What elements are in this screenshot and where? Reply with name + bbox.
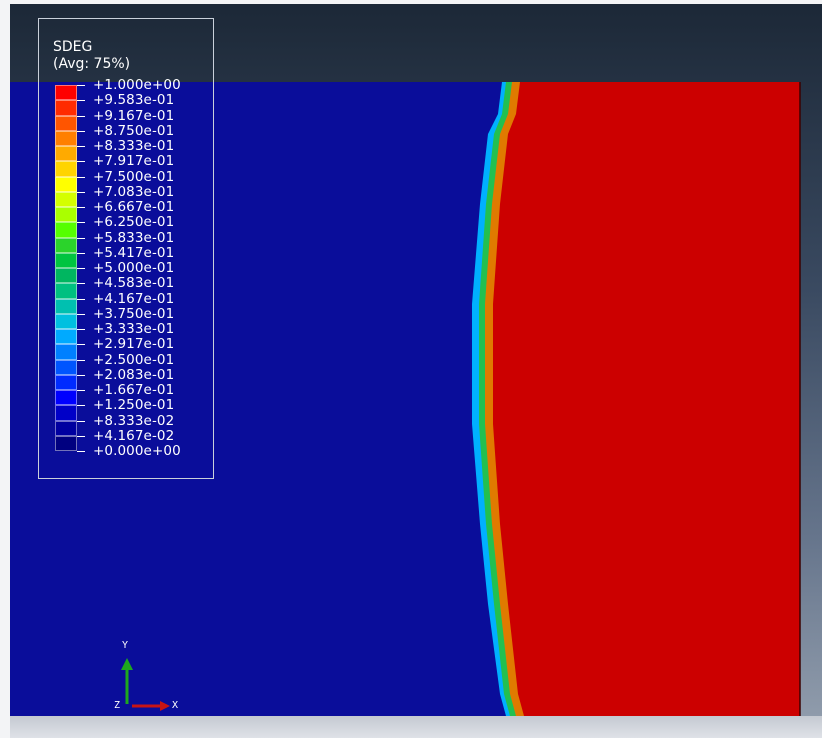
legend-swatch: [55, 283, 77, 299]
legend-swatch: [55, 130, 77, 146]
legend-tick: [77, 390, 85, 391]
legend-tick: [77, 146, 85, 147]
legend-value-label: +2.917e-01: [93, 336, 175, 353]
legend-tick: [77, 130, 85, 132]
legend-value-label: +1.250e-01: [93, 397, 175, 414]
legend-tick: [77, 374, 85, 376]
legend-value-label: +9.583e-01: [93, 92, 175, 109]
legend-swatch: [55, 115, 77, 131]
legend-value-label: +1.000e+00: [93, 77, 181, 93]
legend-swatch: [55, 222, 77, 238]
legend-value-label: +4.583e-01: [93, 275, 175, 292]
legend-tick: [77, 268, 85, 269]
legend-value-label: +5.000e-01: [93, 260, 175, 276]
legend-swatch: [55, 405, 77, 421]
legend-tick: [77, 207, 85, 208]
legend-tick: [77, 313, 85, 315]
legend-value-label: +8.333e-02: [93, 412, 175, 429]
legend-value-label: +7.500e-01: [93, 168, 175, 185]
legend-swatch: [55, 146, 77, 162]
legend-tick: [77, 451, 85, 452]
legend-tick: [77, 222, 85, 224]
legend-swatch: [55, 207, 77, 223]
triad-z-label: Z: [114, 700, 121, 711]
legend-value-label: +7.083e-01: [93, 183, 175, 200]
legend-value-label: +6.250e-01: [93, 214, 175, 231]
triad-y-arrowhead: [121, 658, 133, 670]
legend-swatch: [55, 237, 77, 253]
legend-tick: [77, 344, 85, 346]
legend-tick: [77, 420, 85, 422]
legend-value-label: +2.500e-01: [93, 351, 175, 368]
legend-swatch: [55, 176, 77, 192]
legend-value-label: +5.833e-01: [93, 229, 175, 246]
legend-swatch: [55, 374, 77, 390]
legend-value-label: +4.167e-01: [93, 290, 175, 307]
legend-swatch: [55, 359, 77, 375]
legend-tick: [77, 283, 85, 285]
legend-swatch: [55, 329, 77, 345]
viewport-bottom-border: [10, 716, 822, 738]
legend-tick: [77, 329, 85, 330]
legend-swatch: [55, 298, 77, 314]
legend-swatch: [55, 268, 77, 284]
legend-tick: [77, 359, 85, 361]
legend-tick: [77, 161, 85, 163]
legend-tick: [77, 100, 85, 102]
triad-x-label: X: [172, 700, 179, 711]
legend-swatch: [55, 252, 77, 268]
legend-value-label: +1.667e-01: [93, 382, 175, 398]
legend-swatch: [55, 435, 77, 451]
legend-tick: [77, 237, 85, 239]
model-contour-plot[interactable]: [10, 4, 822, 716]
triad-y-label: Y: [122, 640, 129, 651]
legend-swatch: [55, 344, 77, 360]
legend-subtitle: (Avg: 75%): [53, 56, 131, 72]
legend-value-label: +8.333e-01: [93, 138, 175, 154]
triad-arrows: [121, 658, 170, 711]
legend-tick: [77, 405, 85, 407]
legend-value-label: +3.750e-01: [93, 305, 175, 322]
legend-value-label: +4.167e-02: [93, 427, 175, 444]
legend-swatch: [55, 313, 77, 329]
legend-swatch: [55, 85, 77, 101]
legend-swatch: [55, 191, 77, 207]
legend-tick: [77, 435, 85, 437]
legend-swatch: [55, 390, 77, 406]
viewport[interactable]: SDEG (Avg: 75%) +1.000e+00 +9.583e-01 +9.1…: [10, 4, 822, 716]
legend-tick: [77, 85, 85, 86]
legend-value-label: +8.750e-01: [93, 122, 175, 139]
legend-swatch: [55, 420, 77, 436]
legend-tick: [77, 252, 85, 254]
legend-value-label: +2.083e-01: [93, 366, 175, 383]
damaged-region: [493, 82, 800, 716]
legend-tick: [77, 176, 85, 178]
legend-swatch: [55, 100, 77, 116]
legend-tick: [77, 191, 85, 193]
axis-triad: Y Z X: [108, 636, 188, 716]
legend-value-label: +6.667e-01: [93, 199, 175, 215]
legend-tick: [77, 115, 85, 117]
legend-tick: [77, 298, 85, 300]
contour-legend: SDEG (Avg: 75%) +1.000e+00 +9.583e-01 +9.1…: [38, 18, 214, 479]
legend-value-label: +0.000e+00: [93, 443, 181, 459]
legend-value-label: +7.917e-01: [93, 153, 175, 170]
legend-value-label: +3.333e-01: [93, 321, 175, 337]
legend-swatch: [55, 161, 77, 177]
legend-title: SDEG: [53, 39, 93, 55]
legend-value-label: +9.167e-01: [93, 107, 175, 124]
legend-value-label: +5.417e-01: [93, 244, 175, 261]
triad-x-arrowhead: [160, 701, 170, 711]
